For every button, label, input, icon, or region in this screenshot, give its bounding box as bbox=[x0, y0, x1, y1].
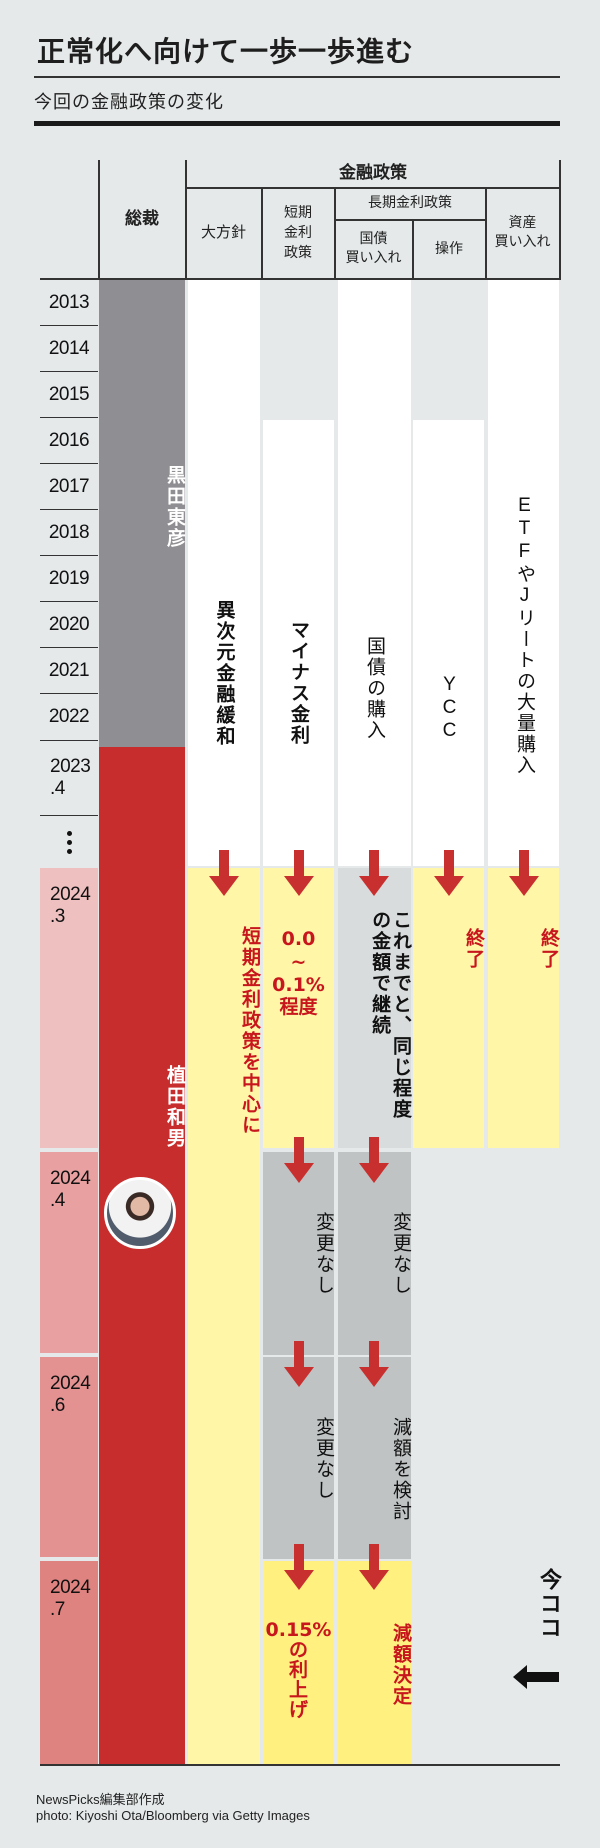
year-label: 2022 bbox=[40, 694, 98, 741]
page-subtitle: 今回の金融政策の変化 bbox=[34, 92, 224, 113]
president-bar-kuroda: 黒田東彦 bbox=[99, 280, 186, 747]
now-marker-label: 今ココ bbox=[536, 1568, 561, 1640]
year-label: 2024 .4 bbox=[40, 1152, 98, 1355]
title-divider bbox=[34, 76, 560, 78]
header-divider bbox=[185, 187, 560, 189]
header-short-term-rate: 短期 金利 政策 bbox=[284, 204, 312, 262]
cell-jgb-purchase-2024-3: これまでと、同じ程度の金額で継続 bbox=[338, 868, 412, 1148]
header-operation: 操作 bbox=[435, 240, 463, 257]
down-arrow-icon bbox=[284, 1341, 314, 1387]
down-arrow-icon bbox=[359, 1341, 389, 1387]
cell-short-term-2024-4: 変更なし bbox=[263, 1152, 335, 1355]
year-label: 2023 .4 bbox=[40, 741, 98, 816]
down-arrow-icon bbox=[509, 850, 539, 896]
header-bottom-line bbox=[40, 278, 560, 280]
year-label: 2016 bbox=[40, 418, 98, 464]
down-arrow-icon bbox=[359, 850, 389, 896]
table-bottom-line bbox=[40, 1764, 560, 1766]
cell-main-policy-ueda: 短期金利政策を中心に bbox=[188, 868, 261, 1764]
header-divider bbox=[185, 160, 187, 280]
header-divider bbox=[334, 187, 336, 280]
header-president: 総裁 bbox=[125, 208, 159, 229]
year-label: 2018 bbox=[40, 510, 98, 556]
year-label: 2014 bbox=[40, 326, 98, 372]
year-label: 2013 bbox=[40, 280, 98, 326]
cell-main-policy-kuroda: 異次元金融緩和 bbox=[188, 280, 260, 866]
year-label: 2024 .7 bbox=[40, 1561, 98, 1764]
header-divider bbox=[559, 160, 561, 280]
down-arrow-icon bbox=[434, 850, 464, 896]
footer-credit: NewsPicks編集部作成 bbox=[36, 1792, 165, 1807]
year-label: 2024 .6 bbox=[40, 1357, 98, 1559]
cell-short-term-2024-6: 変更なし bbox=[263, 1357, 335, 1559]
header-main-policy: 大方針 bbox=[200, 223, 246, 242]
cell-short-term-2024-7: 0.15% の 利 上 げ bbox=[263, 1561, 334, 1764]
left-arrow-icon bbox=[513, 1665, 559, 1689]
down-arrow-icon bbox=[359, 1544, 389, 1590]
president-photo-ueda bbox=[104, 1177, 176, 1249]
president-bar-ueda: 植田和男 bbox=[99, 747, 186, 1764]
president-name-ueda: 植田和男 bbox=[164, 1065, 186, 1149]
cell-jgb-purchase-2024-4: 変更なし bbox=[338, 1152, 412, 1355]
down-arrow-icon bbox=[209, 850, 239, 896]
down-arrow-icon bbox=[284, 1544, 314, 1590]
cell-jgb-purchase-2024-7: 減額決定 bbox=[338, 1561, 412, 1764]
ellipsis-icon bbox=[40, 816, 98, 868]
cell-operation-kuroda: YCC bbox=[413, 420, 484, 866]
header-monetary-policy: 金融政策 bbox=[339, 163, 407, 184]
page-title: 正常化へ向けて一歩一歩進む bbox=[37, 35, 415, 68]
cell-short-term-2024-3: 0.0 ~ 0.1% 程度 bbox=[263, 868, 334, 1148]
year-label: 2019 bbox=[40, 556, 98, 602]
year-label: 2020 bbox=[40, 602, 98, 648]
cell-asset-purchase-kuroda: ETFやJリートの大量購入 bbox=[488, 280, 559, 866]
header-divider bbox=[412, 219, 414, 280]
year-label: 2017 bbox=[40, 464, 98, 510]
year-label: 2015 bbox=[40, 372, 98, 418]
down-arrow-icon bbox=[359, 1137, 389, 1183]
header-divider bbox=[98, 160, 100, 280]
header-divider bbox=[485, 187, 487, 280]
down-arrow-icon bbox=[284, 1137, 314, 1183]
subtitle-divider bbox=[34, 121, 560, 126]
header-divider bbox=[334, 219, 486, 221]
cell-operation-2024-3: 終了 bbox=[413, 868, 485, 1148]
header-asset-purchase: 資産 買い入れ bbox=[494, 215, 551, 250]
president-name-kuroda: 黒田東彦 bbox=[164, 465, 186, 549]
down-arrow-icon bbox=[284, 850, 314, 896]
cell-asset-purchase-2024-3: 終了 bbox=[488, 868, 560, 1148]
cell-jgb-purchase-2024-6: 減額を検討 bbox=[338, 1357, 412, 1559]
header-divider bbox=[261, 187, 263, 280]
footer-photo-credit: photo: Kiyoshi Ota/Bloomberg via Getty I… bbox=[36, 1808, 310, 1823]
cell-short-term-kuroda: マイナス金利 bbox=[263, 420, 334, 866]
year-label: 2024 .3 bbox=[40, 868, 98, 1150]
header-long-term-rate: 長期金利政策 bbox=[368, 195, 452, 212]
header-jgb-purchase: 国債 買い入れ bbox=[345, 231, 402, 266]
cell-jgb-purchase-kuroda: 国債の購入 bbox=[338, 280, 411, 866]
year-label: 2021 bbox=[40, 648, 98, 694]
